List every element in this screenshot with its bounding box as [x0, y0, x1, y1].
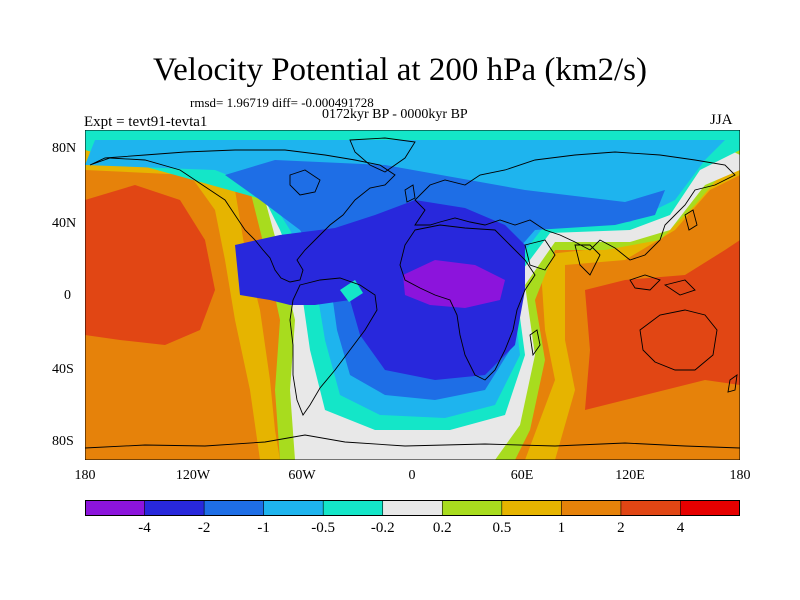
colorbar-cell [322, 500, 384, 516]
contour-cyan-pocket [340, 280, 363, 302]
lat-label-eq: 0 [64, 288, 71, 303]
colorbar-label: -4 [138, 520, 151, 536]
period-label: 0172kyr BP - 0000kyr BP [322, 107, 468, 122]
colorbar-label: 1 [557, 520, 566, 536]
colorbar-cell [85, 500, 146, 516]
colorbar-cell [501, 500, 563, 516]
colorbar-label: -0.5 [311, 520, 336, 536]
colorbar-cell [620, 500, 682, 516]
velocity-potential-map [85, 130, 740, 460]
season-label: JJA [710, 112, 733, 128]
lat-label-80s: 80S [52, 434, 74, 449]
lon-label-0: 0 [408, 468, 416, 483]
lon-label-180w: 180 [74, 468, 96, 483]
contour-red-east-2 [685, 280, 740, 330]
coastlines [85, 137, 740, 449]
colorbar-cell [263, 500, 324, 516]
colorbar-label: -0.2 [370, 520, 395, 536]
lat-label-80n: 80N [52, 141, 77, 156]
lat-label-40s: 40S [52, 362, 74, 377]
colorbar-label: 0.5 [492, 520, 512, 536]
colorbar-label: -2 [197, 520, 211, 536]
lon-label-120e: 120E [615, 468, 645, 483]
colorbar [85, 500, 740, 516]
colorbar-cell [561, 500, 622, 516]
colorbar-cell [203, 500, 265, 516]
lon-label-60w: 60W [288, 468, 316, 483]
plot-title: Velocity Potential at 200 hPa (km2/s) [152, 52, 648, 88]
colorbar-cell [144, 500, 205, 516]
lat-label-40n: 40N [52, 216, 77, 231]
lon-label-180e: 180 [729, 468, 751, 483]
colorbar-label: 4 [676, 520, 685, 536]
lon-label-120w: 120W [175, 468, 211, 483]
colorbar-label: 0.2 [432, 520, 452, 536]
colorbar-cell [382, 500, 444, 516]
stats-label: rmsd= 1.96719 diff= -0.000491728 [190, 95, 374, 110]
contour-dark-blue [235, 200, 525, 380]
colorbar-label: 2 [617, 520, 625, 536]
contour-purple [403, 260, 505, 308]
lon-label-60e: 60E [510, 468, 534, 483]
contour-red-east [585, 240, 740, 410]
colorbar-cell [680, 500, 740, 516]
colorbar-label: -1 [257, 520, 270, 536]
experiment-label: Expt = tevt91-tevta1 [84, 114, 208, 130]
colorbar-cell [441, 500, 503, 516]
contour-red-west [85, 185, 215, 345]
